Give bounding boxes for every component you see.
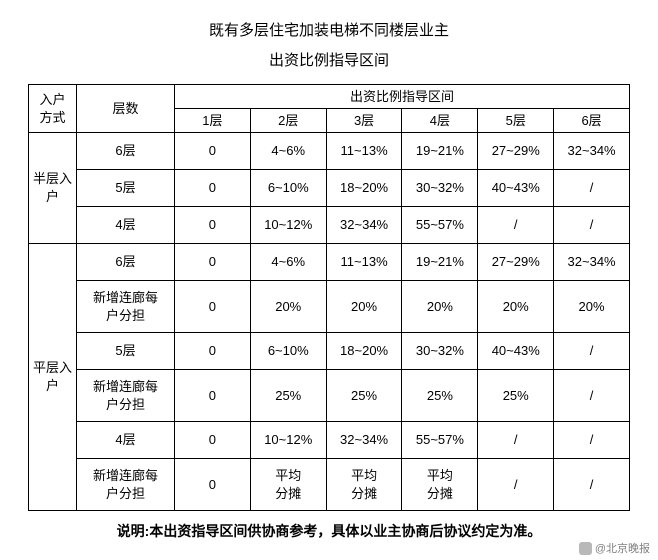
- ratio-table: 入户方式层数出资比例指导区间1层2层3层4层5层6层半层入户6层04~6%11~…: [28, 84, 630, 511]
- half-floor-1: 5层: [77, 170, 175, 207]
- head-col-2: 2层: [250, 109, 326, 133]
- flat-4-0: 0: [175, 422, 251, 459]
- half-0-4: 27~29%: [478, 133, 554, 170]
- flat-1-4: 20%: [478, 281, 554, 333]
- flat-0-4: 27~29%: [478, 244, 554, 281]
- flat-0-1: 4~6%: [250, 244, 326, 281]
- flat-3-1: 25%: [250, 370, 326, 422]
- flat-3-2: 25%: [326, 370, 402, 422]
- title-line-2: 出资比例指导区间: [0, 46, 658, 76]
- half-2-0: 0: [175, 207, 251, 244]
- watermark-text: @北京晚报: [595, 540, 650, 556]
- method-flat: 平层入户: [29, 244, 77, 511]
- flat-0-3: 19~21%: [402, 244, 478, 281]
- flat-1-3: 20%: [402, 281, 478, 333]
- head-col-6: 6层: [554, 109, 630, 133]
- flat-2-2: 18~20%: [326, 333, 402, 370]
- flat-5-3: 平均分摊: [402, 459, 478, 511]
- half-0-3: 19~21%: [402, 133, 478, 170]
- head-col-1: 1层: [175, 109, 251, 133]
- title-line-1: 既有多层住宅加装电梯不同楼层业主: [0, 16, 658, 46]
- half-0-2: 11~13%: [326, 133, 402, 170]
- flat-corr-5: 新增连廊每户分担: [77, 459, 175, 511]
- flat-1-1: 20%: [250, 281, 326, 333]
- flat-4-4: /: [478, 422, 554, 459]
- flat-2-1: 6~10%: [250, 333, 326, 370]
- half-0-1: 4~6%: [250, 133, 326, 170]
- flat-2-4: 40~43%: [478, 333, 554, 370]
- flat-4-3: 55~57%: [402, 422, 478, 459]
- flat-3-0: 0: [175, 370, 251, 422]
- flat-1-2: 20%: [326, 281, 402, 333]
- flat-2-0: 0: [175, 333, 251, 370]
- flat-4-5: /: [554, 422, 630, 459]
- flat-2-5: /: [554, 333, 630, 370]
- head-range: 出资比例指导区间: [175, 85, 630, 109]
- flat-3-3: 25%: [402, 370, 478, 422]
- flat-0-0: 0: [175, 244, 251, 281]
- half-2-4: /: [478, 207, 554, 244]
- half-1-5: /: [554, 170, 630, 207]
- watermark: @北京晚报: [579, 540, 650, 556]
- flat-4-2: 32~34%: [326, 422, 402, 459]
- flat-5-5: /: [554, 459, 630, 511]
- method-half: 半层入户: [29, 133, 77, 244]
- flat-2-3: 30~32%: [402, 333, 478, 370]
- flat-1-0: 0: [175, 281, 251, 333]
- flat-floor-0: 6层: [77, 244, 175, 281]
- head-col-4: 4层: [402, 109, 478, 133]
- half-1-0: 0: [175, 170, 251, 207]
- weibo-icon: [579, 542, 592, 555]
- half-1-4: 40~43%: [478, 170, 554, 207]
- half-2-2: 32~34%: [326, 207, 402, 244]
- flat-corr-1: 新增连廊每户分担: [77, 281, 175, 333]
- head-col-3: 3层: [326, 109, 402, 133]
- flat-0-2: 11~13%: [326, 244, 402, 281]
- note-text: 说明:本出资指导区间供协商参考，具体以业主协商后协议约定为准。: [0, 515, 658, 541]
- flat-3-4: 25%: [478, 370, 554, 422]
- half-1-1: 6~10%: [250, 170, 326, 207]
- flat-corr-3: 新增连廊每户分担: [77, 370, 175, 422]
- head-col-5: 5层: [478, 109, 554, 133]
- half-2-1: 10~12%: [250, 207, 326, 244]
- half-floor-0: 6层: [77, 133, 175, 170]
- flat-5-4: /: [478, 459, 554, 511]
- half-0-5: 32~34%: [554, 133, 630, 170]
- head-floors: 层数: [77, 85, 175, 133]
- half-2-5: /: [554, 207, 630, 244]
- flat-5-0: 0: [175, 459, 251, 511]
- half-2-3: 55~57%: [402, 207, 478, 244]
- half-1-3: 30~32%: [402, 170, 478, 207]
- flat-5-2: 平均分摊: [326, 459, 402, 511]
- flat-3-5: /: [554, 370, 630, 422]
- half-floor-2: 4层: [77, 207, 175, 244]
- flat-5-1: 平均分摊: [250, 459, 326, 511]
- flat-floor-4: 4层: [77, 422, 175, 459]
- flat-floor-2: 5层: [77, 333, 175, 370]
- flat-4-1: 10~12%: [250, 422, 326, 459]
- flat-0-5: 32~34%: [554, 244, 630, 281]
- flat-1-5: 20%: [554, 281, 630, 333]
- half-1-2: 18~20%: [326, 170, 402, 207]
- half-0-0: 0: [175, 133, 251, 170]
- head-method: 入户方式: [29, 85, 77, 133]
